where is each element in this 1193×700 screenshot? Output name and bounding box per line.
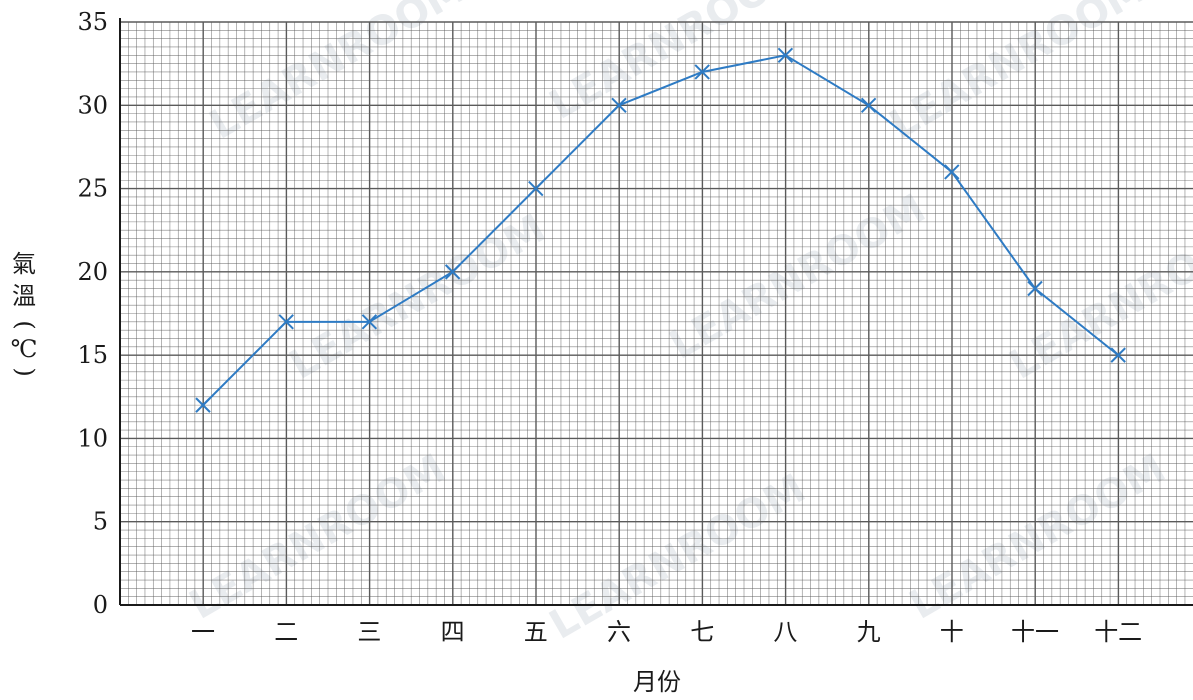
data-point-marker (528, 180, 544, 197)
marker-stroke (278, 314, 294, 330)
y-axis-title-char: ( (11, 320, 39, 329)
marker-stroke (361, 314, 378, 330)
data-point-marker (278, 314, 294, 330)
x-axis-title: 月份 (633, 668, 681, 696)
y-tick-label: 10 (77, 424, 108, 452)
marker-stroke (944, 164, 960, 180)
x-tick-label: 六 (607, 618, 631, 646)
x-tick-label: 八 (773, 618, 797, 646)
x-tick-label: 十二 (1094, 618, 1142, 646)
y-axis-title-char: ) (11, 367, 39, 376)
y-tick-labels: 0 5 10 15 20 25 30 35 (77, 8, 108, 619)
y-tick-label: 20 (77, 258, 108, 286)
x-tick-labels: 一 二 三 四 五 六 七 八 九 十 十一 十二 (191, 618, 1142, 646)
x-tick-label: 三 (357, 618, 381, 646)
x-tick-label: 七 (690, 618, 714, 646)
y-tick-label: 15 (77, 341, 108, 369)
x-tick-label: 二 (274, 618, 298, 646)
x-tick-label: 四 (441, 618, 465, 646)
y-axis-title-char: 氣 (12, 250, 36, 278)
grid-major (119, 21, 1193, 606)
marker-stroke (860, 97, 877, 113)
data-point-marker (860, 97, 877, 113)
data-point-marker (777, 47, 794, 64)
data-point-marker (195, 397, 211, 413)
y-axis-title-char: ℃ (11, 335, 38, 363)
marker-stroke (1110, 347, 1126, 363)
data-point-marker (694, 64, 710, 80)
data-point-marker (944, 164, 960, 180)
y-axis-title-char: 溫 (12, 282, 36, 310)
marker-stroke (777, 47, 794, 64)
axes (119, 18, 1193, 606)
y-tick-label: 35 (77, 8, 108, 36)
y-axis-title: 氣溫 ( ℃) (11, 250, 39, 377)
x-tick-label: 九 (857, 618, 881, 646)
data-point-marker (444, 264, 461, 280)
series-line (202, 54, 1119, 406)
x-tick-label: 十一 (1011, 618, 1059, 646)
marker-stroke (528, 180, 544, 197)
marker-stroke (694, 64, 710, 80)
y-tick-label: 5 (93, 508, 108, 536)
data-series (195, 47, 1126, 413)
marker-stroke (444, 264, 461, 280)
data-point-marker (611, 97, 627, 113)
data-point-marker (1027, 280, 1043, 297)
x-tick-label: 十 (940, 618, 964, 646)
grid-minor (120, 22, 1193, 605)
y-tick-label: 30 (77, 91, 108, 119)
data-point-marker (361, 314, 378, 330)
x-tick-label: 一 (191, 618, 215, 646)
y-tick-label: 0 (93, 591, 108, 619)
data-point-marker (1110, 347, 1126, 363)
x-tick-label: 五 (524, 618, 548, 646)
watermark-text: LEARNROOM (182, 445, 453, 628)
watermark-text: LEARNROOM (902, 445, 1173, 628)
marker-stroke (611, 97, 627, 113)
marker-stroke (1027, 280, 1043, 297)
y-tick-label: 25 (77, 175, 108, 203)
marker-stroke (195, 397, 211, 413)
